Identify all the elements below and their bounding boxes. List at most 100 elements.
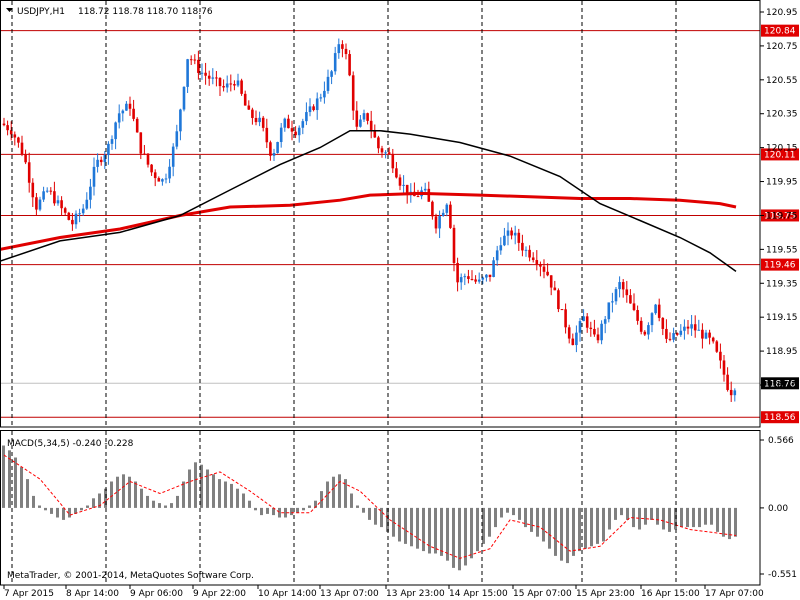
candle[interactable] [67,211,71,221]
candle[interactable] [251,107,254,125]
candle[interactable] [449,201,452,229]
macd-bar[interactable] [290,507,293,516]
macd-bar[interactable] [680,507,683,528]
candle[interactable] [715,340,719,353]
macd-bar[interactable] [686,507,689,528]
candle[interactable] [359,115,362,128]
macd-bar[interactable] [404,507,407,544]
dropdown-arrow-icon[interactable] [6,8,13,12]
candle[interactable] [269,140,272,161]
candle[interactable] [171,143,175,177]
candle[interactable] [254,110,258,126]
candle[interactable] [143,145,146,156]
candle[interactable] [427,181,431,202]
candle[interactable] [560,308,564,311]
macd-bar[interactable] [596,507,599,544]
candle[interactable] [675,332,679,337]
macd-bar[interactable] [482,507,485,544]
candle[interactable] [9,121,13,141]
macd-bar[interactable] [470,507,473,559]
candle[interactable] [290,120,294,141]
candle[interactable] [366,112,369,125]
candle[interactable] [153,169,157,187]
macd-bar[interactable] [272,507,275,516]
macd-bar[interactable] [176,495,179,508]
candle[interactable] [341,40,344,58]
macd-bar[interactable] [350,493,353,508]
candle[interactable] [204,62,207,85]
candle[interactable] [553,280,557,291]
macd-bar[interactable] [734,507,737,537]
candle[interactable] [6,120,9,136]
macd-bar[interactable] [626,507,629,520]
candle[interactable] [542,259,546,279]
macd-bar[interactable] [260,507,263,516]
candle[interactable] [546,263,549,277]
candle[interactable] [607,302,611,323]
candle[interactable] [114,121,117,150]
candle[interactable] [657,298,661,322]
candle[interactable] [71,212,74,231]
candle[interactable] [197,50,200,80]
macd-bar[interactable] [566,507,569,564]
candle[interactable] [229,74,233,92]
macd-bar[interactable] [476,507,479,552]
macd-bar[interactable] [212,474,215,508]
candle[interactable] [150,163,153,176]
macd-bar[interactable] [368,507,371,520]
macd-bar[interactable] [50,507,53,514]
macd-bar[interactable] [122,474,125,508]
candle[interactable] [146,153,150,168]
macd-bar[interactable] [104,488,107,508]
candle[interactable] [665,319,668,343]
candle[interactable] [85,192,89,210]
macd-bar[interactable] [356,505,359,508]
candle[interactable] [24,149,27,165]
candle[interactable] [539,261,542,277]
candle[interactable] [495,245,499,266]
macd-bar[interactable] [464,507,467,566]
macd-bar[interactable] [218,479,221,508]
candle[interactable] [333,46,337,75]
macd-bar[interactable] [32,495,35,508]
candle[interactable] [337,38,341,59]
macd-bar[interactable] [434,507,437,554]
macd-bar[interactable] [716,507,719,532]
candle[interactable] [308,98,312,117]
macd-bar[interactable] [644,507,647,525]
candle[interactable] [395,162,398,179]
candle[interactable] [474,275,477,284]
macd-bar[interactable] [188,469,191,508]
candle[interactable] [499,237,503,255]
candle[interactable] [733,388,737,402]
macd-bar[interactable] [86,505,89,508]
macd-bar[interactable] [92,498,95,508]
candle[interactable] [423,182,427,192]
candle[interactable] [600,320,603,345]
candle[interactable] [81,204,85,216]
candle[interactable] [283,117,287,132]
candle[interactable] [351,71,355,120]
candle[interactable] [492,257,495,278]
candle[interactable] [510,227,513,240]
candle[interactable] [369,110,373,139]
candle[interactable] [467,269,470,284]
candle[interactable] [107,141,110,165]
candle[interactable] [168,159,171,184]
candle[interactable] [161,178,164,186]
macd-bar[interactable] [14,457,17,508]
candle[interactable] [60,196,63,216]
macd-bar[interactable] [110,481,113,508]
macd-bar[interactable] [74,507,77,514]
macd-bar[interactable] [374,507,377,525]
candle[interactable] [31,178,35,207]
candle[interactable] [668,332,672,342]
macd-bar[interactable] [548,507,551,549]
macd-bar[interactable] [554,507,557,556]
macd-bar[interactable] [320,491,323,508]
macd-bar[interactable] [398,507,401,542]
candle[interactable] [387,147,391,155]
macd-bar[interactable] [458,507,461,571]
candle[interactable] [506,222,510,246]
macd-bar[interactable] [428,507,431,554]
